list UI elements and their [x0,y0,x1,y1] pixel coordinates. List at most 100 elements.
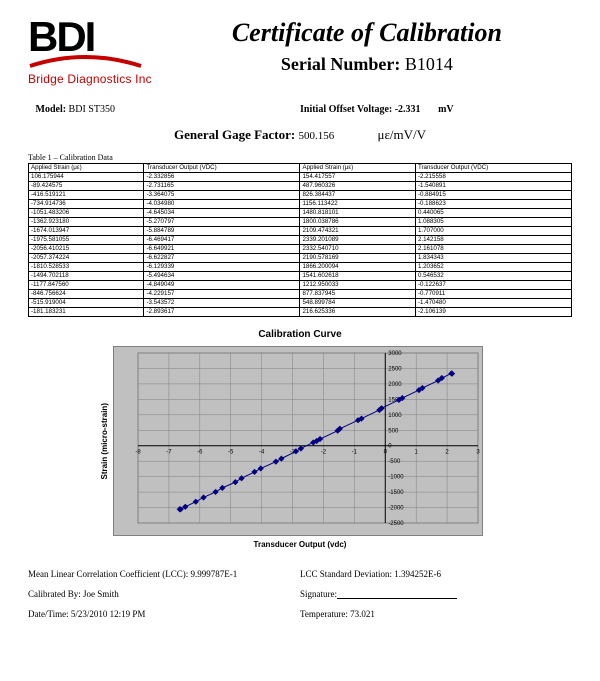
chart-title: Calibration Curve [100,329,500,340]
calibration-chart: -8-7-6-5-4-3-2-10123-2500-2000-1500-1000… [113,346,483,536]
svg-text:-8: -8 [135,450,141,456]
table-header: Transducer Output (VDC) [415,163,571,172]
table-cell: 2339.201089 [300,235,415,244]
svg-text:2: 2 [445,450,449,456]
svg-text:-4: -4 [259,450,265,456]
table-row: -1177.847560-4.8490491212.950033-0.12263… [29,280,572,289]
table-cell: 1800.038786 [300,217,415,226]
table-cell: -1362.923180 [29,217,144,226]
table-cell: 487.960326 [300,181,415,190]
chart-xlabel: Transducer Output (vdc) [100,540,500,549]
ggf-label: General Gage Factor: [174,127,295,142]
table-cell: -3.364075 [144,190,300,199]
table-cell: 106.175944 [29,172,144,181]
table-cell: 1.834343 [415,253,571,262]
table-cell: 1156.113422 [300,199,415,208]
datetime-block: Date/Time: 5/23/2010 12:19 PM [28,609,300,619]
svg-text:-500: -500 [388,459,401,465]
table-cell: 154.417557 [300,172,415,181]
calib-by-label: Calibrated By: [28,589,81,599]
svg-text:1: 1 [415,450,419,456]
table-cell: -1051.483206 [29,208,144,217]
table-cell: -0.188623 [415,199,571,208]
svg-text:-1: -1 [352,450,358,456]
table-cell: -2056.410215 [29,244,144,253]
table-cell: -6.129339 [144,262,300,271]
temp-value: 73.021 [350,609,375,619]
table-row: -1362.923180-5.2707971800.0387861.088305 [29,217,572,226]
table-cell: -1810.528533 [29,262,144,271]
signature-line[interactable] [337,598,457,599]
offset-value: -2.331 [395,104,421,115]
lcc-sd-value: 1.394252E-6 [394,569,441,579]
table-cell: 1.707000 [415,226,571,235]
title-block: Certificate of Calibration Serial Number… [152,18,572,75]
svg-text:3000: 3000 [388,351,402,357]
svg-text:-2000: -2000 [388,505,404,511]
model-label: Model: [36,104,67,115]
table-cell: -6.469417 [144,235,300,244]
table-cell: -2057.374224 [29,253,144,262]
table-cell: 1.203652 [415,262,571,271]
table-cell: -4.229157 [144,289,300,298]
temp-label: Temperature: [300,609,348,619]
lcc-sd-label: LCC Standard Deviation: [300,569,392,579]
table-row: -2056.410215-6.6499212332.5407102.161078 [29,244,572,253]
table-cell: -515.919004 [29,298,144,307]
table-row: -1810.528533-6.1293391866.2000941.203652 [29,262,572,271]
ggf-value: 500.156 [299,130,335,142]
table-caption: Table 1 – Calibration Data [28,153,572,162]
table-cell: 1866.200094 [300,262,415,271]
serial-label: Serial Number [281,54,394,74]
logo-text: BDI [28,18,152,56]
svg-text:500: 500 [388,428,399,434]
table-cell: 1212.950033 [300,280,415,289]
table-cell: -2.332856 [144,172,300,181]
svg-text:-2: -2 [321,450,327,456]
table-cell: -0.770911 [415,289,571,298]
table-row: -89.424575-2.731165487.960326-1.540891 [29,181,572,190]
calibrated-by-block: Calibrated By: Joe Smith [28,589,300,599]
table-row: -846.756624-4.229157877.837945-0.770911 [29,289,572,298]
svg-text:-1000: -1000 [388,474,404,480]
table-header: Transducer Output (VDC) [144,163,300,172]
model-value: BDI ST350 [69,104,115,115]
table-cell: -0.884915 [415,190,571,199]
table-cell: 1541.602618 [300,271,415,280]
table-cell: 2332.540710 [300,244,415,253]
table-cell: -6.622827 [144,253,300,262]
signature-block: Signature: [300,589,572,599]
svg-text:1000: 1000 [388,413,402,419]
svg-text:2000: 2000 [388,382,402,388]
table-cell: -4.034980 [144,199,300,208]
table-row: -734.914736-4.0349801156.113422-0.188623 [29,199,572,208]
table-cell: -4.849049 [144,280,300,289]
datetime-label: Date/Time: [28,609,69,619]
lcc-block: Mean Linear Correlation Coefficient (LCC… [28,569,300,579]
svg-text:-5: -5 [228,450,234,456]
table-cell: 2.142158 [415,235,571,244]
temperature-block: Temperature: 73.021 [300,609,572,619]
table-cell: -1674.013947 [29,226,144,235]
offset-label: Initial Offset Voltage: [300,104,392,115]
table-cell: -1.470480 [415,298,571,307]
table-cell: 826.384437 [300,190,415,199]
table-cell: 1480.818101 [300,208,415,217]
table-cell: 877.837945 [300,289,415,298]
table-cell: -1494.702118 [29,271,144,280]
table-cell: -0.122637 [415,280,571,289]
model-block: Model: BDI ST350 [28,104,300,115]
lcc-label: Mean Linear Correlation Coefficient (LCC… [28,569,188,579]
table-cell: 0.546532 [415,271,571,280]
datetime-value: 5/23/2010 12:19 PM [71,609,146,619]
serial-line: Serial Number: B1014 [162,54,572,75]
table-cell: 2.161078 [415,244,571,253]
table-row: -515.919004-3.543572548.899784-1.470480 [29,298,572,307]
calibration-table: Applied Strain (με)Transducer Output (VD… [28,163,572,317]
header: BDI Bridge Diagnostics Inc Certificate o… [28,18,572,86]
logo-arc-icon [28,54,143,68]
meta-row: Model: BDI ST350 Initial Offset Voltage:… [28,104,572,115]
table-cell: -89.424575 [29,181,144,190]
table-row: -416.519121-3.364075826.384437-0.884915 [29,190,572,199]
signature-label: Signature: [300,589,337,599]
